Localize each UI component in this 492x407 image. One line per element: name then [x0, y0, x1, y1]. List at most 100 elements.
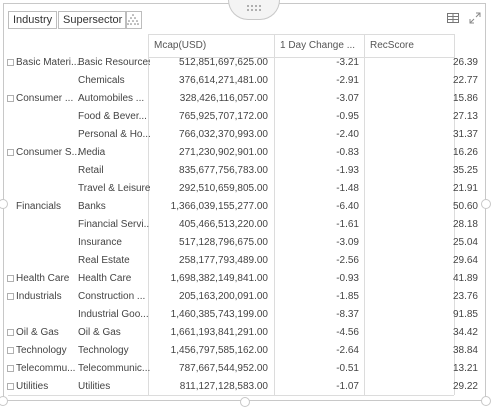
mcap-cell: 1,366,039,155,277.00 [170, 201, 268, 212]
expander-icon[interactable] [7, 329, 14, 336]
recscore-cell: 13.21 [452, 363, 478, 374]
change-cell: -6.40 [336, 201, 359, 212]
expander-icon[interactable] [7, 59, 14, 66]
table-row[interactable]: Technology Technology 1,456,797,585,162.… [4, 342, 478, 360]
change-cell: -8.37 [336, 309, 359, 320]
expand-button[interactable] [468, 11, 482, 25]
change-cell: -1.93 [336, 165, 359, 176]
table-row[interactable]: Industrials Construction ... 205,163,200… [4, 288, 478, 306]
column-header-mcap[interactable]: Mcap(USD) [154, 40, 207, 51]
table-border-bottom [8, 395, 454, 396]
supersector-cell: Media [78, 147, 106, 158]
chip-industry[interactable]: Industry [8, 11, 58, 29]
recscore-cell: 34.42 [452, 327, 478, 338]
change-cell: -1.85 [336, 291, 359, 302]
sector-cell [16, 180, 80, 198]
column-divider-4 [454, 34, 455, 395]
sector-cell [16, 252, 80, 270]
expander-icon[interactable] [7, 275, 14, 282]
mcap-cell: 512,851,697,625.00 [179, 57, 268, 68]
table-row[interactable]: Personal & Ho... 766,032,370,993.00 -2.4… [4, 126, 478, 144]
supersector-cell: Real Estate [78, 255, 130, 266]
scatter-icon [127, 14, 139, 25]
expander-icon[interactable] [7, 95, 14, 102]
table-row[interactable]: Basic Materi... Basic Resources 512,851,… [4, 54, 478, 72]
resize-handle-bottom-right[interactable] [481, 396, 491, 406]
change-cell: -0.95 [336, 111, 359, 122]
mcap-cell: 811,127,128,583.00 [179, 381, 268, 392]
table-row[interactable]: Chemicals 376,614,271,481.00 -2.91 22.77 [4, 72, 478, 90]
recscore-cell: 15.86 [452, 93, 478, 104]
table-row[interactable]: Insurance 517,128,796,675.00 -3.09 25.04 [4, 234, 478, 252]
table-row[interactable]: Telecommu... Telecommunic... 787,667,544… [4, 360, 478, 378]
recscore-cell: 16.26 [452, 147, 478, 158]
resize-handle-left[interactable] [0, 199, 8, 209]
recscore-cell: 35.25 [452, 165, 478, 176]
recscore-cell: 22.77 [452, 75, 478, 86]
mcap-cell: 765,925,707,172.00 [179, 111, 268, 122]
mcap-cell: 292,510,659,805.00 [179, 183, 268, 194]
recscore-cell: 41.89 [452, 273, 478, 284]
table-row[interactable]: Health Care Health Care 1,698,382,149,84… [4, 270, 478, 288]
expander-icon[interactable] [7, 293, 14, 300]
supersector-cell: Industrial Goo... [78, 309, 149, 320]
expander-icon[interactable] [7, 149, 14, 156]
change-cell: -1.61 [336, 219, 359, 230]
supersector-cell: Oil & Gas [78, 327, 121, 338]
supersector-cell: Retail [78, 165, 104, 176]
sector-cell: Industrials [16, 291, 62, 302]
resize-handle-bottom-left[interactable] [0, 396, 8, 406]
drag-handle-icon [247, 5, 261, 11]
column-header-1day-change[interactable]: 1 Day Change ... [280, 40, 356, 51]
table-row[interactable]: Food & Bever... 765,925,707,172.00 -0.95… [4, 108, 478, 126]
supersector-cell: Insurance [78, 237, 122, 248]
table-row[interactable]: Real Estate 258,177,793,489.00 -2.56 29.… [4, 252, 478, 270]
sector-cell: Oil & Gas [16, 327, 59, 338]
table-row[interactable]: Oil & Gas Oil & Gas 1,661,193,841,291.00… [4, 324, 478, 342]
table-row[interactable]: Financial Servi... 405,466,513,220.00 -1… [4, 216, 478, 234]
chip-supersector[interactable]: Supersector [58, 11, 128, 29]
expander-icon[interactable] [7, 347, 14, 354]
sector-cell [16, 72, 80, 90]
supersector-cell: Chemicals [78, 75, 125, 86]
table-row[interactable]: Industrial Goo... 1,460,385,743,199.00 -… [4, 306, 478, 324]
sector-cell: Basic Materi... [16, 57, 80, 68]
sector-cell: Health Care [16, 273, 70, 284]
recscore-cell: 27.13 [452, 111, 478, 122]
column-header-recscore[interactable]: RecScore [370, 40, 414, 51]
expand-icon [469, 12, 481, 24]
sector-cell [16, 162, 80, 180]
column-divider-3 [364, 34, 365, 395]
change-cell: -2.91 [336, 75, 359, 86]
recscore-cell: 29.22 [452, 381, 478, 392]
header-border-bottom [148, 57, 454, 58]
resize-handle-right[interactable] [481, 199, 491, 209]
mcap-cell: 1,456,797,585,162.00 [170, 345, 268, 356]
table-row[interactable]: Travel & Leisure 292,510,659,805.00 -1.4… [4, 180, 478, 198]
table-row[interactable]: Consumer S... Media 271,230,902,901.00 -… [4, 144, 478, 162]
table-row[interactable]: Retail 835,677,756,783.00 -1.93 35.25 [4, 162, 478, 180]
supersector-cell: Basic Resources [78, 57, 150, 68]
mcap-cell: 328,426,116,057.00 [179, 93, 268, 104]
table-row[interactable]: Financials Banks 1,366,039,155,277.00 -6… [4, 198, 478, 216]
change-cell: -2.64 [336, 345, 359, 356]
expander-icon[interactable] [7, 383, 14, 390]
supersector-cell: Construction ... [78, 291, 146, 302]
header-border-top [148, 34, 454, 35]
sector-cell: Consumer S... [16, 147, 80, 158]
mcap-cell: 405,466,513,220.00 [179, 219, 268, 230]
table-row[interactable]: Utilities Utilities 811,127,128,583.00 -… [4, 378, 478, 396]
expander-icon[interactable] [7, 365, 14, 372]
table-row[interactable]: Consumer ... Automobiles ... 328,426,116… [4, 90, 478, 108]
supersector-cell: Health Care [78, 273, 132, 284]
table-view-button[interactable] [446, 11, 460, 25]
change-cell: -3.09 [336, 237, 359, 248]
scatter-chip[interactable] [125, 11, 142, 29]
change-cell: -0.83 [336, 147, 359, 158]
change-cell: -3.21 [336, 57, 359, 68]
supersector-cell: Personal & Ho... [78, 129, 150, 140]
supersector-cell: Automobiles ... [78, 93, 145, 104]
mcap-cell: 205,163,200,091.00 [179, 291, 268, 302]
sector-cell: Financials [16, 201, 62, 212]
recscore-cell: 38.84 [452, 345, 478, 356]
